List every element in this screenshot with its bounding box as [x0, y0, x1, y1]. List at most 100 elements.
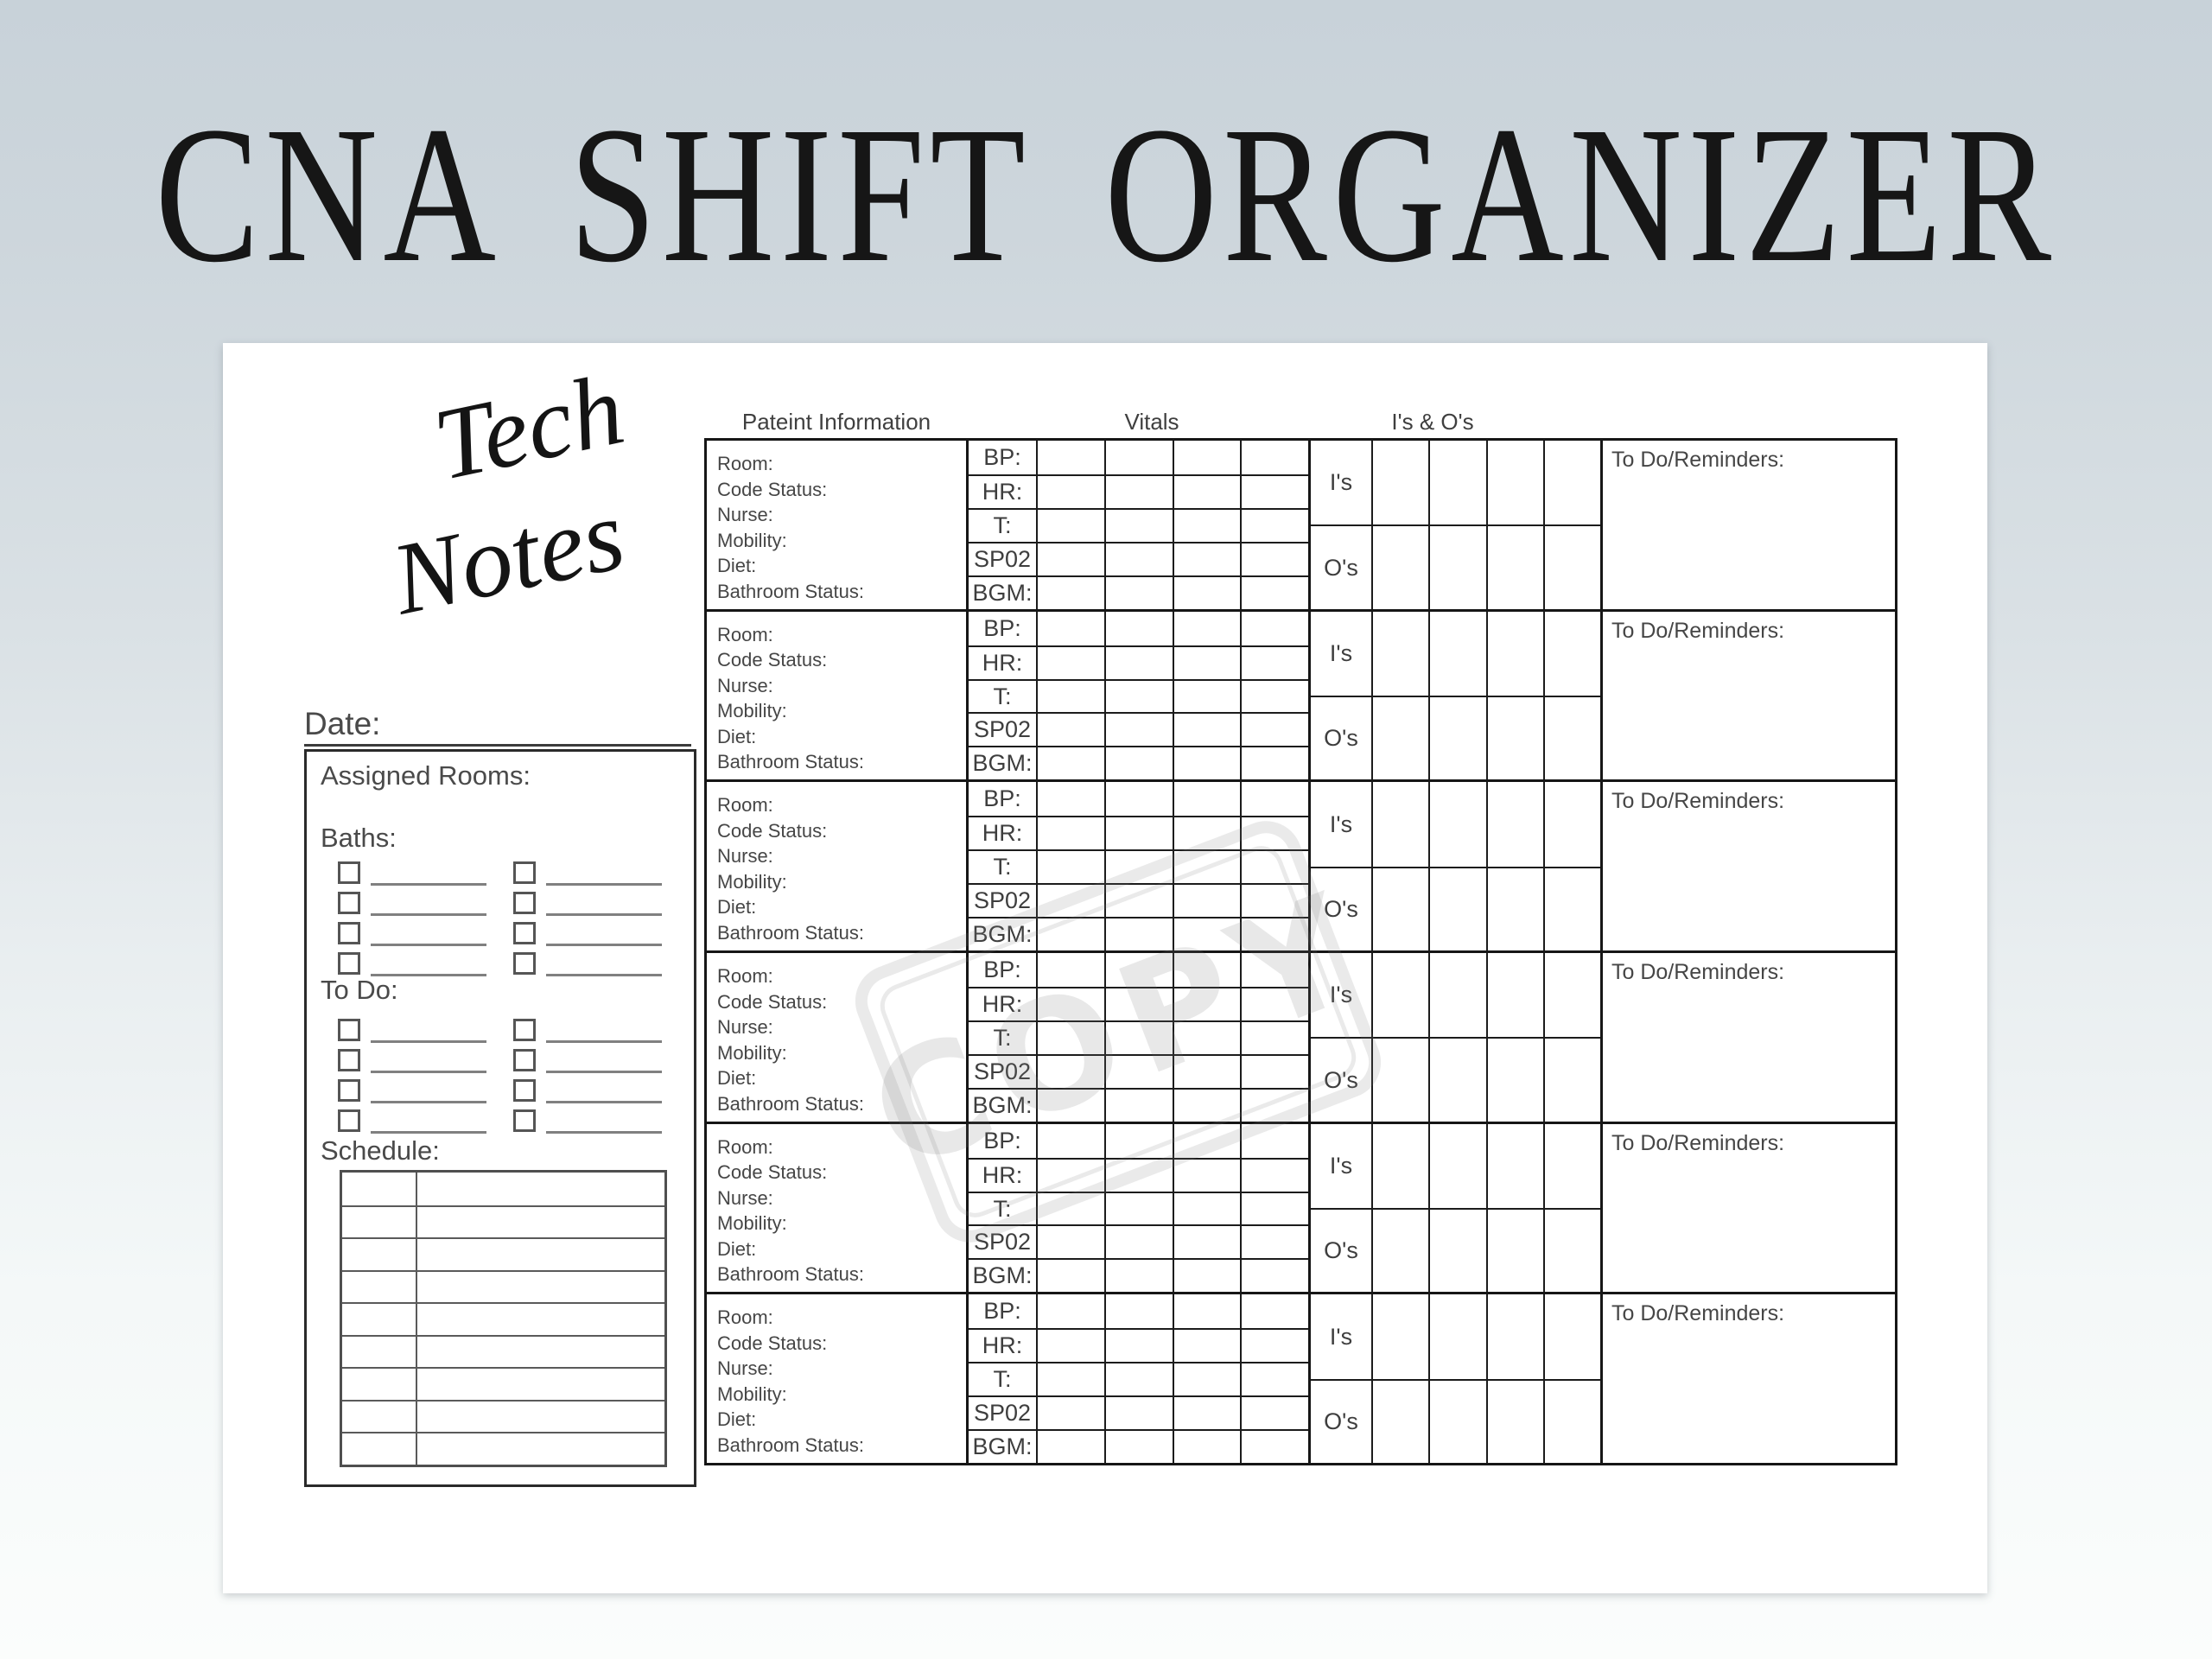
schedule-entry-cell: [416, 1205, 664, 1238]
todo-checklist: [338, 1013, 662, 1134]
io-row-label: O's: [1311, 696, 1371, 779]
vitals-value-cell: [1240, 1258, 1308, 1293]
checklist-item: [513, 922, 662, 946]
vitals-value-cell: [1240, 1087, 1308, 1122]
patient-info-label: Code Status:: [717, 990, 828, 1013]
io-row-label: O's: [1311, 1378, 1371, 1463]
vitals-row-label: HR:: [969, 986, 1036, 1020]
io-value-cell: [1542, 441, 1600, 525]
vitals-value-cell: [1240, 917, 1308, 951]
patient-info-cell: Room: Code Status: Nurse: Mobility: Diet: Bat…: [707, 782, 966, 950]
checkbox[interactable]: [338, 1019, 360, 1041]
vitals-value-cell: [1172, 575, 1241, 609]
vitals-value-cell: [1240, 1123, 1308, 1158]
io-value-cell: [1542, 696, 1600, 780]
checkbox[interactable]: [338, 1079, 360, 1102]
vitals-value-cell: [1036, 1258, 1104, 1293]
vitals-value-cell: [1240, 1362, 1308, 1396]
fill-line: [546, 953, 662, 976]
fill-line: [371, 862, 486, 886]
vitals-value-cell: [1172, 1224, 1241, 1259]
checklist-row: [338, 1103, 662, 1134]
schedule-time-cell: [342, 1367, 416, 1400]
vitals-row-label: BP:: [983, 1127, 1021, 1154]
ins-outs-grid: I's O's: [1308, 1294, 1600, 1464]
io-value-cell: [1371, 1037, 1429, 1122]
vitals-value-cell: [1036, 1429, 1104, 1464]
checkbox[interactable]: [513, 952, 536, 975]
vitals-row-label: T:: [969, 1362, 1036, 1395]
vitals-grid: BP: HR: T: SP02 BGM:: [966, 782, 1308, 951]
vitals-value-cell: [1172, 1429, 1241, 1464]
schedule-entry-cell: [416, 1269, 664, 1303]
vitals-row-label: SP02: [969, 1395, 1036, 1429]
io-value-cell: [1371, 1123, 1428, 1209]
checkbox[interactable]: [338, 952, 360, 975]
assigned-rooms-label: Assigned Rooms:: [321, 760, 531, 791]
io-value-cell: [1428, 524, 1486, 609]
patient-info-cell: Room: Code Status: Nurse: Mobility: Diet: Bat…: [707, 953, 966, 1122]
vitals-value-cell: [1103, 1429, 1173, 1464]
vitals-row-label: BGM:: [969, 1429, 1036, 1463]
schedule-time-cell: [342, 1334, 416, 1368]
checkbox[interactable]: [513, 861, 536, 884]
baths-checklist: [338, 855, 662, 976]
schedule-time-cell: [342, 1173, 416, 1205]
checkbox[interactable]: [513, 922, 536, 944]
checklist-item: [513, 1019, 662, 1043]
io-row-label: I's: [1329, 639, 1353, 666]
checklist-row: [338, 1043, 662, 1073]
patient-info-label: Bathroom Status:: [717, 921, 864, 944]
fill-line: [371, 1020, 486, 1043]
checkbox[interactable]: [513, 1109, 536, 1132]
io-value-cell: [1542, 524, 1600, 609]
io-value-cell: [1485, 953, 1543, 1038]
io-row-label: O's: [1311, 1037, 1371, 1121]
io-value-cell: [1371, 866, 1429, 951]
patient-info-label: Nurse:: [717, 845, 773, 868]
patient-info-label: Code Status:: [717, 649, 828, 671]
vitals-value-cell: [1103, 1224, 1173, 1259]
patient-info-label: Diet:: [717, 725, 757, 747]
checkbox[interactable]: [338, 1049, 360, 1071]
io-value-cell: [1371, 1378, 1429, 1464]
vitals-row-label: BP:: [983, 785, 1021, 812]
patient-info-cell: Room: Code Status: Nurse: Mobility: Diet: Bat…: [707, 612, 966, 780]
patient-info-label: Room:: [717, 453, 773, 474]
vitals-value-cell: [1172, 1191, 1241, 1225]
checkbox[interactable]: [513, 1049, 536, 1071]
io-value-cell: [1542, 953, 1600, 1038]
io-row-label: I's: [1329, 810, 1353, 837]
checkbox[interactable]: [338, 892, 360, 914]
vitals-value-cell: [1036, 953, 1104, 987]
vitals-value-cell: [1103, 1157, 1173, 1192]
vitals-value-cell: [1240, 883, 1308, 918]
patient-info-label: Room:: [717, 1135, 773, 1158]
io-value-cell: [1485, 1037, 1543, 1122]
patient-info-cell: Room: Code Status: Nurse: Mobility: Diet: Bat…: [707, 441, 966, 609]
patient-info-label: Diet:: [717, 555, 757, 576]
checkbox[interactable]: [513, 1079, 536, 1102]
reminders-cell: To Do/Reminders:: [1600, 953, 1895, 1122]
patient-info-label: Bathroom Status:: [717, 1092, 864, 1115]
checkbox[interactable]: [338, 922, 360, 944]
checklist-item: [338, 1079, 486, 1103]
io-value-cell: [1485, 1378, 1543, 1464]
checkbox[interactable]: [513, 892, 536, 914]
vitals-grid: BP: HR: T: SP02 BGM:: [966, 611, 1308, 780]
checkbox[interactable]: [338, 1109, 360, 1132]
todo-label: To Do:: [321, 975, 398, 1005]
checkbox[interactable]: [513, 1019, 536, 1041]
date-fill-line: [304, 744, 691, 747]
patient-info-label: Diet:: [717, 1237, 757, 1260]
vitals-value-cell: [1036, 816, 1104, 850]
io-value-cell: [1371, 524, 1429, 609]
reminders-label: To Do/Reminders:: [1611, 1130, 1785, 1155]
vitals-value-cell: [1103, 1258, 1173, 1293]
ins-outs-grid: I's O's: [1308, 441, 1600, 609]
io-value-cell: [1485, 611, 1543, 696]
checkbox[interactable]: [338, 861, 360, 884]
vitals-value-cell: [1172, 1087, 1241, 1122]
vitals-value-cell: [1172, 1328, 1241, 1363]
